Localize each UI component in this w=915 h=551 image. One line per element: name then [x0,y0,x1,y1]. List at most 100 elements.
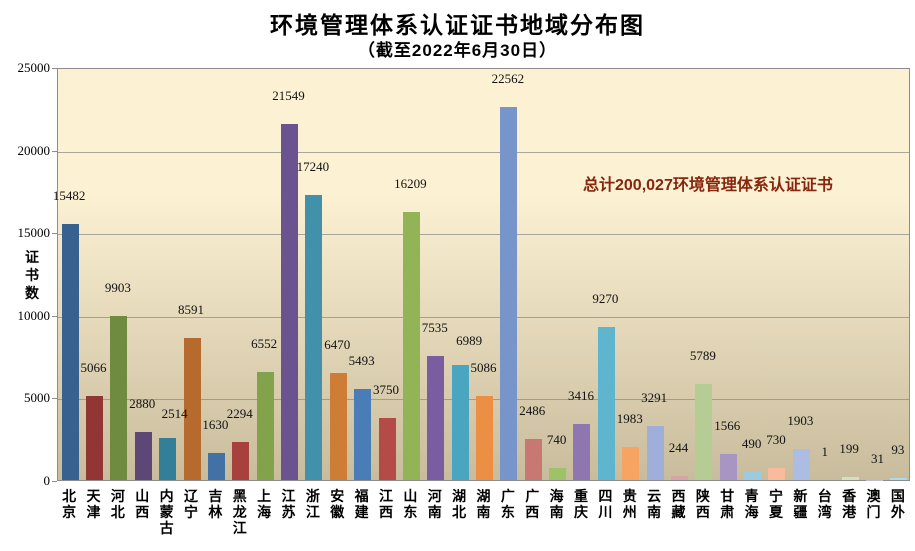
y-axis-title: 证书数 [25,249,39,302]
y-tick-label: 15000 [17,225,51,241]
bar-value-福建: 5493 [348,353,375,369]
bar-value-广西: 2486 [519,402,546,418]
x-tick-label-新疆: 新疆 [793,488,808,521]
bar-value-澳门: 31 [870,451,884,467]
bar-value-宁夏: 730 [766,431,786,447]
x-tick-label-湖北: 湖北 [452,488,467,521]
bar-福建 [354,389,372,480]
bar-value-内蒙古: 2514 [161,406,188,422]
bar-内蒙古 [159,438,177,480]
bar-云南 [646,425,664,480]
bar-value-香港: 199 [839,440,859,456]
x-tick-label-广东: 广东 [500,488,515,521]
x-tick-label-海南: 海南 [549,488,564,521]
gridline-20000 [58,151,909,153]
bar-value-吉林: 1630 [202,417,229,433]
x-tick-label-宁夏: 宁夏 [768,488,783,521]
bar-河南 [427,355,445,480]
bar-西藏 [670,475,688,480]
y-tick-label: 5000 [24,390,50,406]
x-tick-label-陕西: 陕西 [695,488,710,521]
y-tickmark [52,398,57,400]
gridline-15000 [58,234,909,236]
x-tick-label-湖南: 湖南 [476,488,491,521]
bar-value-河北: 9903 [104,280,131,296]
y-tick-label: 10000 [17,307,51,323]
bar-value-四川: 9270 [592,290,619,306]
bar-value-国外: 93 [891,442,905,458]
x-tick-label-浙江: 浙江 [305,488,320,521]
x-tick-label-河北: 河北 [110,488,125,521]
x-tick-label-内蒙古: 内蒙古 [159,488,174,537]
y-tickmark [52,150,57,152]
bar-青海 [744,471,762,480]
bar-value-海南: 740 [546,431,567,447]
bar-山东 [402,212,420,480]
bar-宁夏 [768,467,786,480]
bar-value-江西: 3750 [373,382,399,398]
bar-value-青海: 490 [741,435,762,451]
bar-吉林 [207,453,225,480]
bar-value-山西: 2880 [129,396,156,412]
bar-重庆 [573,423,591,480]
x-tick-label-北京: 北京 [62,488,77,521]
y-tickmark [52,68,57,69]
x-tick-label-四川: 四川 [598,488,613,521]
bar-黑龙江 [232,442,250,480]
x-tick-label-天津: 天津 [86,488,101,521]
bar-value-贵州: 1983 [616,411,643,427]
bar-value-辽宁: 8591 [178,302,205,318]
y-tick-label: 0 [43,473,51,488]
bar-value-甘肃: 1566 [714,418,741,434]
y-tick-label: 25000 [17,60,51,75]
x-tick-label-上海: 上海 [257,488,272,521]
x-tick-label-广西: 广西 [525,488,540,521]
x-tick-label-山东: 山东 [403,488,418,521]
bar-value-湖北: 6989 [456,332,483,348]
bar-陕西 [695,384,713,480]
bar-辽宁 [183,338,201,480]
y-tickmark [52,233,57,235]
bar-value-重庆: 3416 [567,387,594,403]
bar-value-江苏: 21549 [272,88,305,103]
bar-value-山东: 16209 [394,176,427,192]
x-tick-label-国外: 国外 [890,488,905,521]
bar-value-天津: 5066 [80,360,107,376]
bar-海南 [549,467,567,480]
chart-title: 环境管理体系认证证书地域分布图 [270,12,645,38]
y-tickmark [52,481,57,482]
bar-湖南 [476,395,493,480]
bar-山西 [134,432,152,480]
bar-湖北 [451,364,469,480]
bar-value-云南: 3291 [641,389,668,405]
bar-江苏 [281,124,299,480]
bar-value-湖南: 5086 [470,359,497,375]
x-tick-label-西藏: 西藏 [671,488,686,521]
bar-四川 [597,326,615,480]
x-tick-label-台湾: 台湾 [817,488,832,521]
x-tick-label-江西: 江西 [379,488,393,521]
y-tickmark [52,315,57,317]
bar-甘肃 [719,454,737,480]
bar-上海 [256,371,274,480]
bar-天津 [86,396,104,480]
bar-北京 [61,224,79,480]
total-annotation: 总计200,027环境管理体系认证证书 [583,177,833,194]
bar-value-北京: 15482 [52,188,86,204]
x-tick-label-云南: 云南 [647,488,662,521]
x-tick-label-甘肃: 甘肃 [720,488,735,521]
bar-value-台湾: 1 [821,443,828,459]
x-tick-label-重庆: 重庆 [573,488,588,521]
bar-香港 [841,476,859,480]
bar-浙江 [305,195,323,480]
x-tick-label-贵州: 贵州 [622,488,637,521]
x-tick-label-青海: 青海 [744,488,759,521]
bar-澳门 [865,479,883,480]
bar-广东 [500,107,518,480]
x-tick-label-福建: 福建 [354,488,369,521]
x-tick-label-江苏: 江苏 [281,488,296,521]
chart-subtitle: （截至2022年6月30日） [357,41,558,60]
bar-value-西藏: 244 [668,439,689,455]
x-tick-label-黑龙江: 黑龙江 [232,488,247,537]
